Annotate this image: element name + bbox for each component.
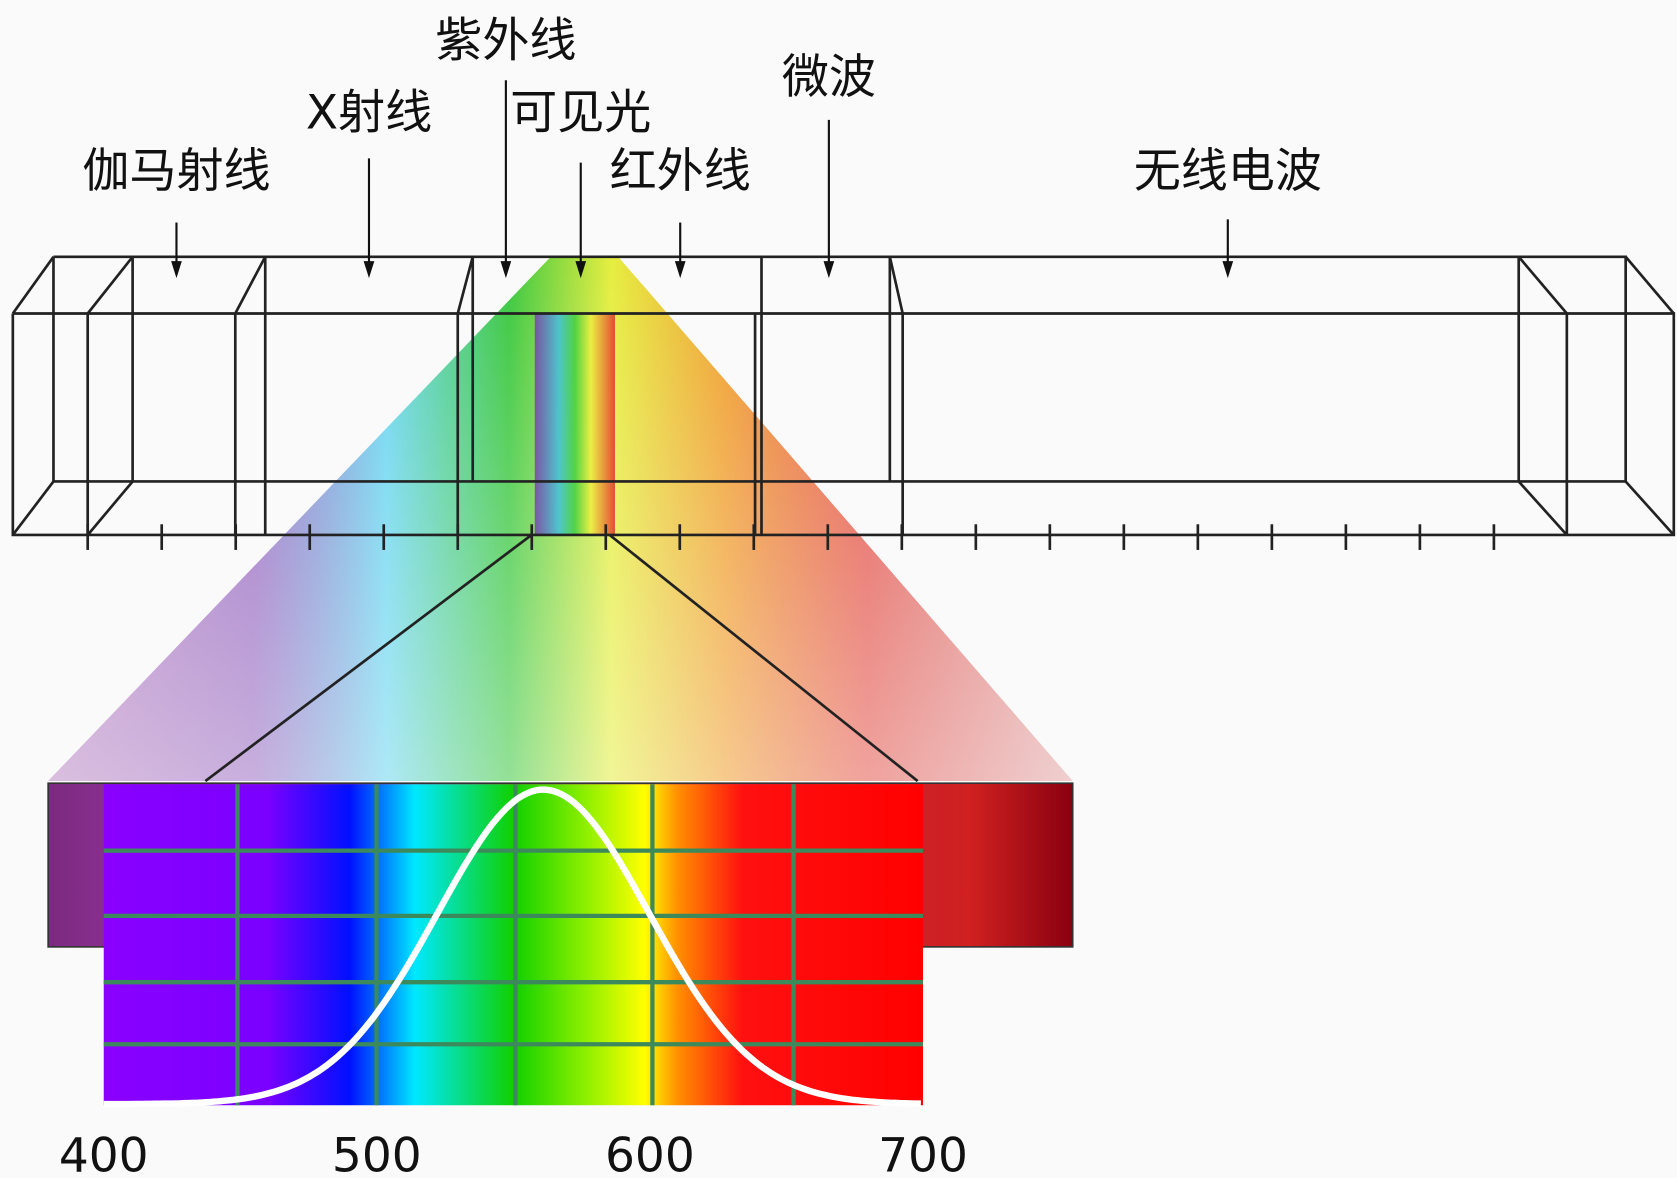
band-label: X射线 [306, 85, 432, 140]
page: 伽马射线X射线紫外线可见光红外线微波无线电波 400500600700 (() … [0, 0, 1677, 1178]
band-label: 紫外线 [435, 14, 576, 69]
wavelength-axis: 400 500 600 700 [59, 1129, 968, 1178]
spectrum-diagram: 伽马射线 X射线紫外线可见光红外线微波无线电波 400 500 600 700 [0, 0, 1677, 1178]
band-label: 可见光 [510, 85, 651, 140]
band-label: 无线电波 [1134, 144, 1322, 199]
band-label: 伽马射线 [82, 144, 270, 199]
visible-spectrum [104, 784, 923, 1105]
wavelength-label: 400 [59, 1129, 149, 1178]
wavelength-label: 700 [878, 1129, 968, 1178]
arrow-head [1222, 261, 1233, 278]
wavelength-label: 500 [332, 1129, 422, 1178]
arrow-head [824, 261, 835, 278]
visible-slit [535, 313, 615, 534]
spectrum-box [13, 257, 1674, 535]
arrow-head [501, 261, 512, 278]
band-label: 红外线 [610, 144, 751, 199]
arrow-head [171, 261, 182, 278]
band-label: 微波 [782, 50, 876, 105]
wavelength-label: 600 [605, 1129, 695, 1178]
arrow-head [364, 261, 375, 278]
arrow-head [675, 261, 686, 278]
